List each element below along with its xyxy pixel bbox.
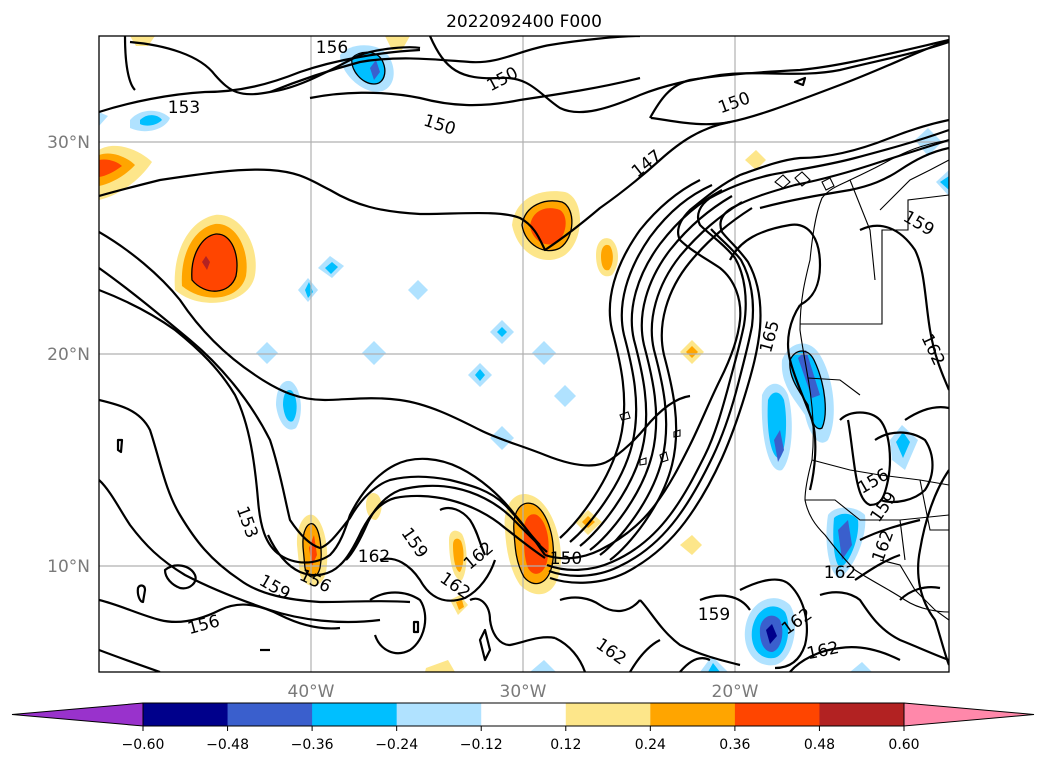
lat-label-10n: 10°N bbox=[47, 557, 90, 577]
colorbar-outline bbox=[142, 702, 905, 727]
lat-label-20n: 20°N bbox=[47, 345, 90, 365]
colorbar-tick-label: 0.12 bbox=[550, 737, 581, 753]
lon-label-40w: 40°W bbox=[288, 682, 335, 702]
lat-label-30n: 30°N bbox=[47, 133, 90, 153]
colorbar: −0.60 −0.48 −0.36 −0.24 −0.12 0.12 0.24 0.36 0.4… bbox=[11, 702, 1035, 753]
colorbar-tick-label: −0.36 bbox=[291, 737, 334, 753]
colorbar-box bbox=[734, 703, 820, 726]
coastlines bbox=[619, 139, 949, 621]
colorbar-extend-high bbox=[903, 702, 1035, 727]
colorbar-box bbox=[312, 703, 398, 726]
contour-label: 162 bbox=[358, 547, 390, 567]
lon-label-30w: 30°W bbox=[500, 682, 547, 702]
colorbar-box bbox=[227, 703, 313, 726]
cool-patch-african-coast bbox=[761, 343, 834, 471]
contour-label: 150 bbox=[550, 549, 582, 569]
colorbar-tick-label: 0.48 bbox=[804, 737, 835, 753]
colorbar-box bbox=[143, 703, 229, 726]
colorbar-tick-label: −0.60 bbox=[122, 737, 165, 753]
map-frame bbox=[98, 35, 950, 673]
contour-label: 159 bbox=[698, 605, 730, 625]
colorbar-extend-low bbox=[11, 702, 144, 727]
shaded-anomalies bbox=[99, 36, 949, 672]
map-area bbox=[99, 36, 949, 672]
contour-label: 156 bbox=[316, 38, 348, 58]
colorbar-tick-label: 0.60 bbox=[888, 737, 919, 753]
colorbar-tick-label: 0.24 bbox=[635, 737, 666, 753]
contour-label: 153 bbox=[168, 98, 200, 118]
colorbar-box bbox=[396, 703, 482, 726]
contour-label: 162 bbox=[824, 563, 856, 583]
lon-label-20w: 20°W bbox=[712, 682, 759, 702]
colorbar-box bbox=[650, 703, 736, 726]
height-contours bbox=[99, 36, 949, 672]
colorbar-tick-label: 0.36 bbox=[719, 737, 750, 753]
cool-patch-20w-7n bbox=[744, 598, 795, 666]
map-title: 2022092400 F000 bbox=[446, 12, 602, 32]
warm-patch-30w-26n bbox=[512, 191, 580, 261]
gridlines bbox=[99, 36, 949, 672]
colorbar-tick-label: −0.12 bbox=[460, 737, 503, 753]
colorbar-tick-label: −0.48 bbox=[206, 737, 249, 753]
lat-labels: 30°N 20°N 10°N bbox=[47, 133, 90, 577]
colorbar-box bbox=[819, 703, 905, 726]
colorbar-box bbox=[481, 703, 567, 726]
lon-labels: 40°W 30°W 20°W bbox=[288, 682, 759, 702]
colorbar-tick-label: −0.24 bbox=[375, 737, 418, 753]
colorbar-box bbox=[565, 703, 651, 726]
